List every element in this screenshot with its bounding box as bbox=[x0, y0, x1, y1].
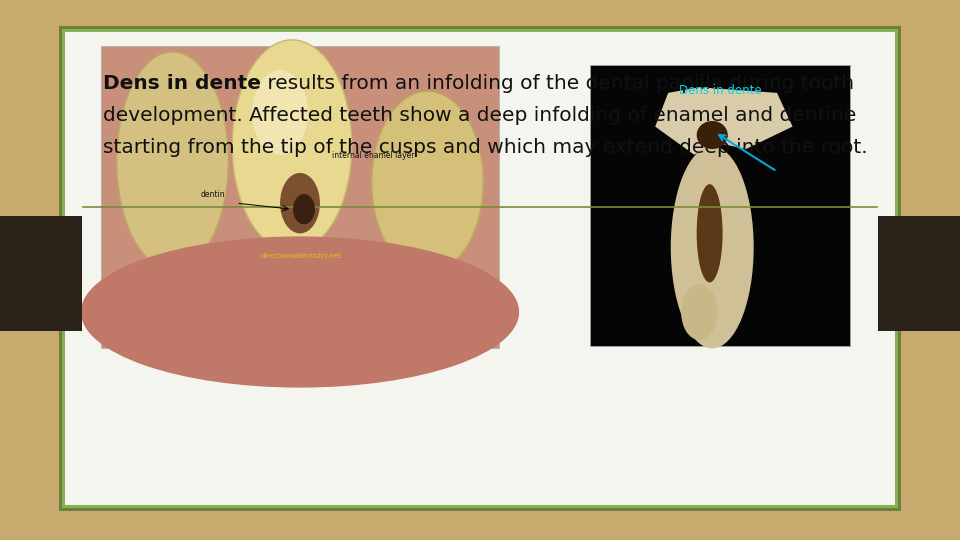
Ellipse shape bbox=[372, 91, 483, 273]
Bar bbox=[101, 46, 499, 348]
Bar bbox=[62, 29, 898, 508]
Text: results from an infolding of the dental papilla during tooth: results from an infolding of the dental … bbox=[261, 75, 854, 93]
Text: directionaldentistry.net: directionaldentistry.net bbox=[260, 253, 341, 259]
Ellipse shape bbox=[117, 52, 228, 269]
Bar bbox=[65, 32, 895, 505]
Text: development. Affected teeth show a deep infolding of enamel and dentine: development. Affected teeth show a deep … bbox=[104, 106, 856, 125]
Ellipse shape bbox=[682, 284, 717, 340]
Ellipse shape bbox=[293, 194, 315, 224]
Text: Dens in dente: Dens in dente bbox=[679, 84, 761, 97]
Ellipse shape bbox=[671, 146, 754, 348]
Bar bbox=[590, 65, 850, 346]
Ellipse shape bbox=[697, 121, 728, 149]
Text: Dens in dente: Dens in dente bbox=[104, 75, 261, 93]
Bar bbox=[60, 26, 900, 511]
Text: starting from the tip of the cusps and which may extend deep into the root.: starting from the tip of the cusps and w… bbox=[104, 138, 868, 157]
Ellipse shape bbox=[280, 173, 320, 233]
Bar bbox=[0, 216, 83, 331]
Polygon shape bbox=[655, 87, 793, 154]
Ellipse shape bbox=[252, 70, 308, 155]
Ellipse shape bbox=[697, 184, 723, 282]
Ellipse shape bbox=[81, 237, 519, 388]
Text: internal enamel layer: internal enamel layer bbox=[332, 151, 415, 160]
Ellipse shape bbox=[232, 40, 351, 252]
Text: dentin: dentin bbox=[201, 190, 225, 199]
Bar bbox=[877, 216, 960, 331]
